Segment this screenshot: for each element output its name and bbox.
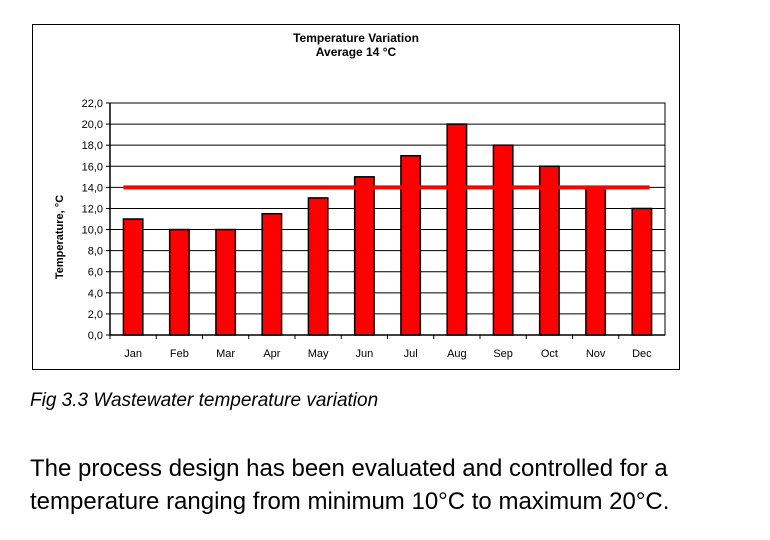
bar [585, 186, 607, 336]
x-tick-label: May [308, 348, 329, 360]
bar [631, 207, 653, 336]
bar [168, 228, 190, 336]
y-tick-label: 22,0 [82, 98, 103, 110]
y-tick-label: 8,0 [88, 246, 103, 258]
chart-frame: Temperature Variation Average 14 °C Temp… [32, 24, 680, 370]
x-tick-label: Feb [170, 348, 189, 360]
y-tick-label: 6,0 [88, 267, 103, 279]
plot-area [109, 102, 666, 336]
x-tick-label: Sep [493, 348, 513, 360]
bar [261, 212, 283, 336]
bar [538, 165, 560, 336]
y-tick-label: 14,0 [82, 182, 103, 194]
x-tick-label: Mar [216, 348, 235, 360]
bar [353, 176, 375, 336]
x-tick-label: Nov [586, 348, 606, 360]
y-tick-label: 20,0 [82, 119, 103, 131]
y-tick-label: 4,0 [88, 288, 103, 300]
y-tick-label: 2,0 [88, 309, 103, 321]
bar [307, 197, 329, 336]
x-tick-label: Oct [541, 348, 558, 360]
chart-subtitle: Average 14 °C [316, 45, 397, 59]
y-tick-label: 18,0 [82, 140, 103, 152]
y-tick-label: 0,0 [88, 330, 103, 342]
bar [446, 123, 468, 336]
x-tick-label: Apr [263, 348, 280, 360]
bar [122, 218, 144, 336]
y-axis-label: Temperature, °C [54, 195, 66, 279]
x-tick-label: Jun [356, 348, 374, 360]
chart-title: Temperature Variation [293, 31, 419, 45]
bar [400, 154, 422, 336]
body-paragraph: The process design has been evaluated an… [30, 452, 765, 518]
y-tick-label: 10,0 [82, 225, 103, 237]
bar [215, 228, 237, 336]
x-tick-label: Aug [447, 348, 467, 360]
x-tick-label: Jan [124, 348, 142, 360]
x-tick-label: Jul [404, 348, 418, 360]
bar-chart: Temperature Variation Average 14 °C Temp… [54, 31, 666, 360]
body-line: The process design has been evaluated an… [30, 455, 668, 482]
y-tick-label: 16,0 [82, 161, 103, 173]
x-tick-label: Dec [632, 348, 652, 360]
figure-caption: Fig 3.3 Wastewater temperature variation [30, 390, 379, 411]
bar [492, 144, 514, 336]
y-tick-label: 12,0 [82, 203, 103, 215]
body-line: temperature ranging from minimum 10°C to… [30, 488, 670, 515]
